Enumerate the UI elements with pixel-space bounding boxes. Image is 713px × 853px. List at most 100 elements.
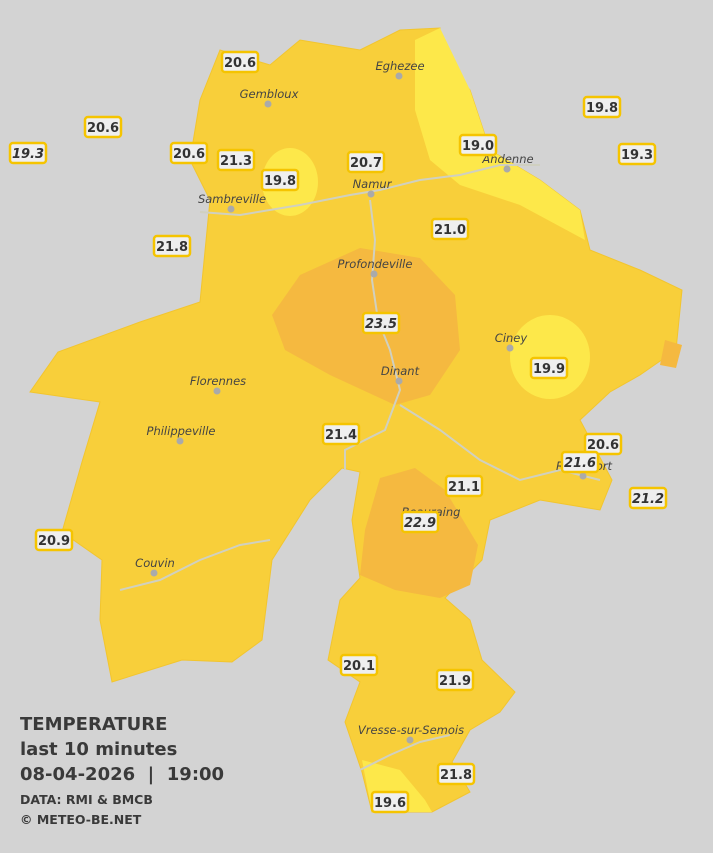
temperature-label: 21.9 [439, 674, 471, 689]
town-dot [150, 569, 158, 577]
town-dot [227, 205, 235, 213]
temperature-station: 20.1 [339, 653, 379, 677]
temperature-station: 21.8 [436, 762, 476, 786]
temperature-box [8, 141, 48, 165]
town-dot [367, 190, 375, 198]
town-dot [395, 72, 403, 80]
temperature-label: 21.1 [448, 480, 480, 495]
temperature-label: 19.9 [533, 362, 565, 377]
temperature-box [617, 142, 657, 166]
province [29, 27, 683, 813]
warm-zone [660, 340, 682, 368]
temperature-station: 21.3 [216, 148, 256, 172]
temperature-label: 21.8 [156, 240, 188, 255]
town-label: Couvin [135, 556, 175, 570]
temperature-box [260, 168, 300, 192]
river [359, 734, 451, 771]
town-dot [395, 377, 403, 385]
town-label: Ciney [495, 331, 528, 345]
temperature-box [169, 141, 209, 165]
temperature-label: 20.7 [350, 156, 382, 171]
temperature-label: 20.1 [343, 659, 375, 674]
legend-subtitle: last 10 minutes [20, 739, 177, 760]
temperature-station: 23.5 [361, 311, 401, 335]
temperature-station: 19.6 [370, 790, 410, 814]
town-dot [579, 472, 587, 480]
temperature-station: 20.7 [346, 150, 386, 174]
river [119, 539, 271, 591]
temperature-station: 21.9 [435, 668, 475, 692]
temperature-label: 21.2 [632, 492, 664, 507]
temperature-station: 19.8 [582, 95, 622, 119]
temperature-box [216, 148, 256, 172]
temperature-box [436, 762, 476, 786]
temperature-station: 21.6 [560, 450, 600, 474]
temperature-label: 20.6 [87, 121, 119, 136]
temperature-label: 20.9 [38, 534, 70, 549]
town-label: Florennes [190, 374, 246, 388]
temperature-station: 19.9 [529, 356, 569, 380]
legend-title: TEMPERATURE [20, 714, 167, 735]
legend-credit: © METEO-BE.NET [20, 812, 142, 827]
temperature-station: 20.6 [583, 432, 623, 456]
temperature-label: 19.8 [586, 101, 618, 116]
temperature-station: 20.6 [220, 50, 260, 74]
temperature-box [444, 474, 484, 498]
temperature-station: 20.6 [169, 141, 209, 165]
temperature-station: 20.9 [34, 528, 74, 552]
temperature-station: 21.4 [321, 422, 361, 446]
temperature-box [83, 115, 123, 139]
town-dot [506, 344, 514, 352]
temperature-station: 19.8 [260, 168, 300, 192]
temperature-box [400, 510, 440, 534]
town-label: Eghezee [375, 59, 424, 73]
town-dot [503, 165, 511, 173]
temperature-box [346, 150, 386, 174]
temperature-label: 21.8 [440, 768, 472, 783]
province-area [29, 27, 683, 813]
temperature-box [560, 450, 600, 474]
town-label: Namur [353, 177, 393, 191]
stations: 20.6 20.6 19.3 20.6 21.3 19.8 20.7 19.0 19.8 19.3… [8, 50, 668, 814]
temperature-station: 21.2 [628, 486, 668, 510]
temperature-box [339, 653, 379, 677]
temperature-box [220, 50, 260, 74]
temperature-box [583, 432, 623, 456]
temperature-box [152, 234, 192, 258]
town-label: Vresse-sur-Semois [358, 723, 464, 737]
legend-source: DATA: RMI & BMCB [20, 792, 153, 807]
temperature-label: 19.3 [621, 148, 653, 163]
town-dot [213, 387, 221, 395]
temperature-station: 19.3 [617, 142, 657, 166]
temperature-label: 21.3 [220, 154, 252, 169]
temperature-box [529, 356, 569, 380]
town-label: Profondeville [338, 257, 413, 271]
temperature-label: 19.6 [374, 796, 406, 811]
temperature-label: 23.5 [365, 317, 397, 332]
temperature-station: 21.0 [430, 217, 470, 241]
temperature-label: 21.6 [564, 456, 596, 471]
temperature-label: 20.6 [587, 438, 619, 453]
town-dot [264, 100, 272, 108]
temperature-box [34, 528, 74, 552]
temperature-label: 21.4 [325, 428, 357, 443]
temperature-station: 21.1 [444, 474, 484, 498]
temperature-label: 19.8 [264, 174, 296, 189]
temperature-station: 19.0 [458, 133, 498, 157]
town-label: Sambreville [198, 192, 266, 206]
temperature-station: 19.3 [8, 141, 48, 165]
temperature-label: 22.9 [404, 516, 436, 531]
temperature-label: 21.0 [434, 223, 466, 238]
temperature-station: 21.8 [152, 234, 192, 258]
legend-datetime: 08-04-2026 | 19:00 [20, 764, 224, 785]
town-dot [176, 437, 184, 445]
temperature-box [430, 217, 470, 241]
temperature-box [361, 311, 401, 335]
temperature-box [458, 133, 498, 157]
temperature-label: 19.3 [12, 147, 44, 162]
temperature-box [582, 95, 622, 119]
temperature-box [321, 422, 361, 446]
town-label: Dinant [381, 364, 420, 378]
